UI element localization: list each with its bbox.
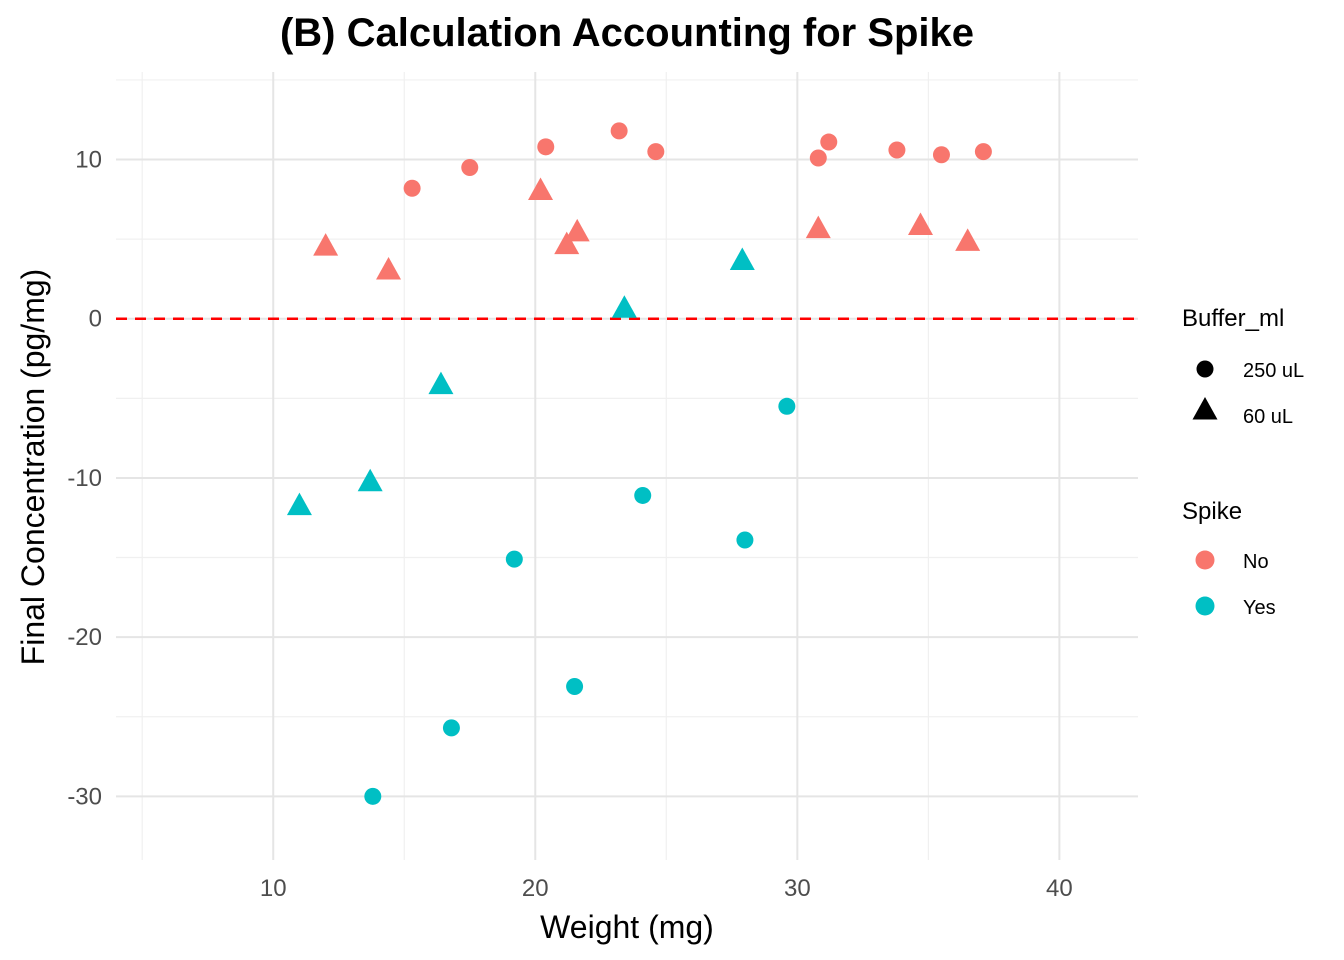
data-point-circle — [505, 550, 523, 568]
legend-label-60ul: 60 uL — [1243, 406, 1293, 428]
y-tick-label: -20 — [67, 624, 102, 651]
data-point-circle — [647, 143, 665, 161]
data-point-triangle — [955, 228, 981, 251]
legend-label-250ul: 250 uL — [1243, 360, 1304, 382]
data-point-circle — [461, 159, 479, 177]
data-point-circle — [888, 141, 906, 159]
data-point-triangle — [428, 371, 454, 395]
data-point-triangle — [805, 215, 831, 239]
legend: Buffer_ml 250 uL 60 uL Spike No Yes — [1182, 305, 1304, 619]
y-tick-label: -10 — [67, 465, 102, 492]
x-tick-label: 30 — [784, 875, 811, 902]
x-tick-label: 20 — [522, 875, 549, 902]
y-tick-label: 10 — [75, 147, 102, 174]
legend-key-no — [1195, 550, 1215, 570]
data-point-triangle — [554, 231, 580, 255]
data-point-triangle — [528, 177, 554, 200]
data-point-circle — [610, 122, 628, 140]
data-point-circle — [403, 179, 421, 197]
data-point-circle — [820, 133, 838, 151]
data-point-triangle — [286, 492, 312, 516]
data-point-triangle — [611, 295, 637, 318]
grid — [116, 72, 1138, 860]
y-axis-title: Final Concentration (pg/mg) — [15, 269, 51, 666]
data-point-triangle — [376, 257, 402, 280]
y-axis-ticks: -30 -20 -10 0 10 — [67, 147, 102, 811]
legend-label-yes: Yes — [1243, 597, 1276, 619]
data-point-circle — [974, 143, 992, 161]
data-point-circle — [566, 677, 584, 695]
x-axis-title: Weight (mg) — [540, 909, 714, 945]
legend-title-buffer: Buffer_ml — [1182, 305, 1284, 332]
data-point-triangle — [907, 212, 933, 235]
x-axis-ticks: 10 20 30 40 — [260, 875, 1073, 902]
data-point-triangle — [357, 468, 383, 492]
y-tick-label: 0 — [89, 306, 102, 333]
data-point-triangle — [313, 233, 339, 256]
data-point-circle — [778, 397, 796, 415]
y-tick-label: -30 — [67, 783, 102, 810]
legend-key-triangle — [1192, 397, 1218, 420]
legend-title-spike: Spike — [1182, 498, 1242, 525]
x-tick-label: 40 — [1046, 875, 1073, 902]
legend-key-circle — [1196, 360, 1214, 378]
data-point-circle — [932, 146, 950, 164]
data-point-circle — [634, 486, 652, 504]
legend-key-yes — [1195, 596, 1215, 616]
legend-label-no: No — [1243, 551, 1269, 573]
data-point-circle — [442, 719, 460, 737]
data-point-triangle — [564, 218, 590, 242]
chart-title: (B) Calculation Accounting for Spike — [280, 11, 974, 55]
data-points — [286, 122, 992, 805]
data-point-triangle — [729, 247, 755, 270]
x-tick-label: 10 — [260, 875, 287, 902]
data-point-circle — [537, 138, 555, 156]
data-point-circle — [364, 787, 382, 805]
data-point-circle — [809, 149, 827, 167]
data-point-circle — [736, 531, 754, 549]
